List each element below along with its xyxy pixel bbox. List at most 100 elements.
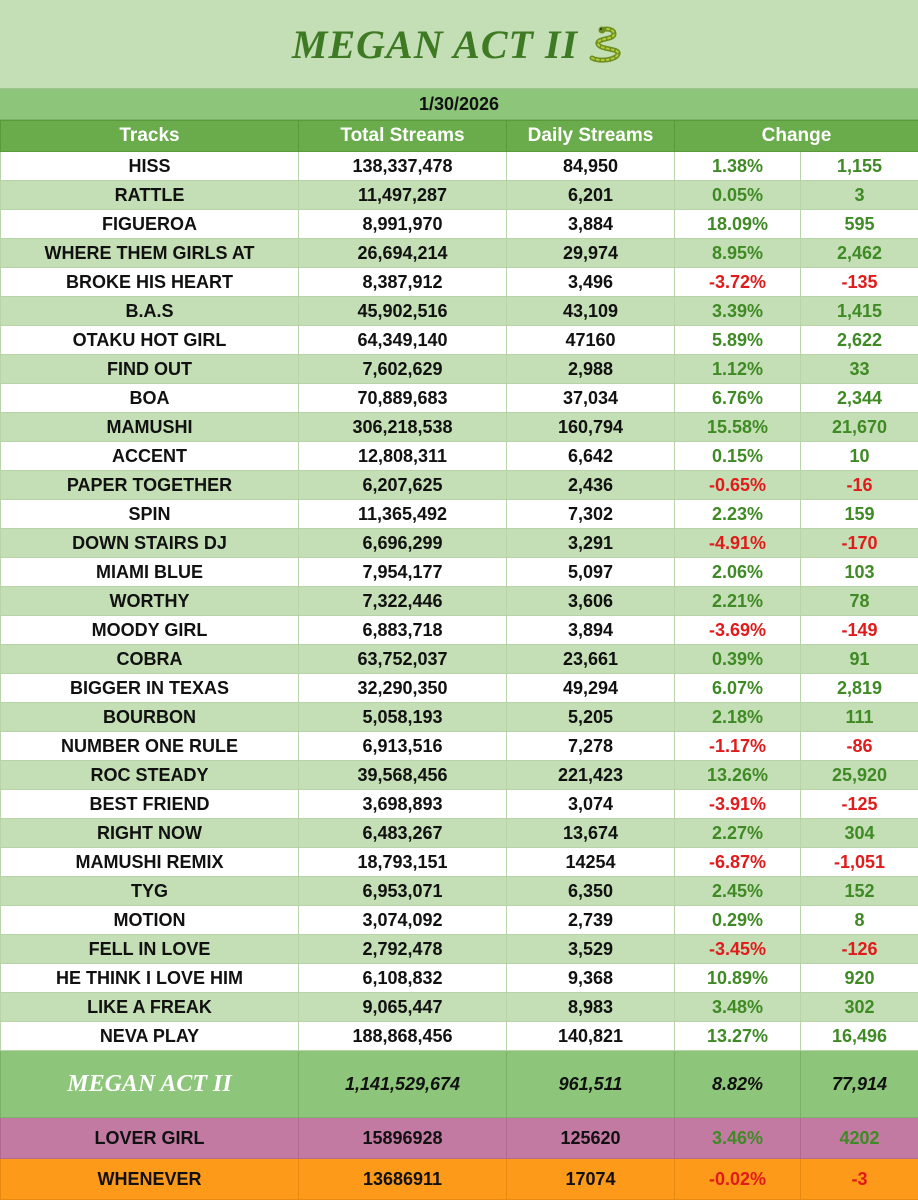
daily-streams: 23,661 (506, 644, 675, 674)
total-streams: 7,602,629 (298, 354, 507, 384)
abs-change: 4202 (800, 1117, 918, 1159)
track-name: TYG (0, 876, 299, 906)
abs-change: 302 (800, 992, 918, 1022)
daily-streams: 8,983 (506, 992, 675, 1022)
abs-change: 16,496 (800, 1021, 918, 1051)
total-streams: 26,694,214 (298, 238, 507, 268)
daily-streams: 6,201 (506, 180, 675, 210)
abs-change: -135 (800, 267, 918, 297)
abs-change: 21,670 (800, 412, 918, 442)
abs-change: 595 (800, 209, 918, 239)
pct-change: 6.76% (674, 383, 801, 413)
track-name: MIAMI BLUE (0, 557, 299, 587)
table-row: MOTION 3,074,092 2,739 0.29% 8 (0, 905, 918, 935)
pct-change: 2.45% (674, 876, 801, 906)
abs-change: 1,415 (800, 296, 918, 326)
abs-change: 152 (800, 876, 918, 906)
daily-streams: 5,205 (506, 702, 675, 732)
total-streams: 11,365,492 (298, 499, 507, 529)
pct-change: 13.26% (674, 760, 801, 790)
total-streams: 6,913,516 (298, 731, 507, 761)
table-row: WHERE THEM GIRLS AT 26,694,214 29,974 8.95%… (0, 238, 918, 268)
title-bar: MEGAN ACT II (0, 0, 918, 89)
table-row: BOURBON 5,058,193 5,205 2.18% 111 (0, 702, 918, 732)
table-row: FIGUEROA 8,991,970 3,884 18.09% 595 (0, 209, 918, 239)
header-change: Change (674, 120, 918, 152)
abs-change: 25,920 (800, 760, 918, 790)
total-streams: 39,568,456 (298, 760, 507, 790)
pct-change: -3.69% (674, 615, 801, 645)
track-name: PAPER TOGETHER (0, 470, 299, 500)
track-name: NUMBER ONE RULE (0, 731, 299, 761)
daily-streams: 160,794 (506, 412, 675, 442)
abs-change: -170 (800, 528, 918, 558)
total-streams: 3,074,092 (298, 905, 507, 935)
daily-streams: 37,034 (506, 383, 675, 413)
daily-streams: 17074 (506, 1158, 675, 1200)
pct-change: 3.46% (674, 1117, 801, 1159)
abs-change: 91 (800, 644, 918, 674)
abs-change: -125 (800, 789, 918, 819)
pct-change: 13.27% (674, 1021, 801, 1051)
date-banner: 1/30/2026 (0, 89, 918, 120)
pct-change: 0.29% (674, 905, 801, 935)
total-label: MEGAN ACT II (0, 1050, 299, 1118)
total-streams: 7,322,446 (298, 586, 507, 616)
daily-streams: 14254 (506, 847, 675, 877)
abs-change: 3 (800, 180, 918, 210)
track-name: FIGUEROA (0, 209, 299, 239)
total-pct: 8.82% (674, 1050, 801, 1118)
table-row: RIGHT NOW 6,483,267 13,674 2.27% 304 (0, 818, 918, 848)
abs-change: -149 (800, 615, 918, 645)
track-name: BOA (0, 383, 299, 413)
total-streams: 13686911 (298, 1158, 507, 1200)
total-streams: 3,698,893 (298, 789, 507, 819)
pct-change: -1.17% (674, 731, 801, 761)
daily-streams: 2,739 (506, 905, 675, 935)
total-streams: 5,058,193 (298, 702, 507, 732)
pct-change: 2.23% (674, 499, 801, 529)
table-row: DOWN STAIRS DJ 6,696,299 3,291 -4.91% -170 (0, 528, 918, 558)
total-streams: 6,953,071 (298, 876, 507, 906)
table-row: PAPER TOGETHER 6,207,625 2,436 -0.65% -16 (0, 470, 918, 500)
total-streams: 6,883,718 (298, 615, 507, 645)
table-row: OTAKU HOT GIRL 64,349,140 47160 5.89% 2,622 (0, 325, 918, 355)
daily-streams: 7,302 (506, 499, 675, 529)
table-row: WORTHY 7,322,446 3,606 2.21% 78 (0, 586, 918, 616)
daily-streams: 140,821 (506, 1021, 675, 1051)
pct-change: 0.39% (674, 644, 801, 674)
total-streams: 12,808,311 (298, 441, 507, 471)
track-name: RATTLE (0, 180, 299, 210)
daily-streams: 43,109 (506, 296, 675, 326)
table-row: BEST FRIEND 3,698,893 3,074 -3.91% -125 (0, 789, 918, 819)
header-row: Tracks Total Streams Daily Streams Chang… (0, 120, 918, 152)
streams-table: Tracks Total Streams Daily Streams Chang… (0, 120, 918, 1200)
abs-change: 10 (800, 441, 918, 471)
daily-streams: 2,988 (506, 354, 675, 384)
abs-change: 8 (800, 905, 918, 935)
track-name: MOTION (0, 905, 299, 935)
track-name: LOVER GIRL (0, 1117, 299, 1159)
daily-streams: 29,974 (506, 238, 675, 268)
total-streams: 1,141,529,674 (298, 1050, 507, 1118)
table-row: ACCENT 12,808,311 6,642 0.15% 10 (0, 441, 918, 471)
track-name: DOWN STAIRS DJ (0, 528, 299, 558)
total-streams: 7,954,177 (298, 557, 507, 587)
table-row: HISS 138,337,478 84,950 1.38% 1,155 (0, 151, 918, 181)
total-streams: 6,108,832 (298, 963, 507, 993)
table-row: BROKE HIS HEART 8,387,912 3,496 -3.72% -135 (0, 267, 918, 297)
abs-change: 2,344 (800, 383, 918, 413)
header-daily-streams: Daily Streams (506, 120, 675, 152)
pct-change: -4.91% (674, 528, 801, 558)
daily-streams: 3,884 (506, 209, 675, 239)
whenever-row: WHENEVER 13686911 17074 -0.02% -3 (0, 1158, 918, 1200)
pct-change: 5.89% (674, 325, 801, 355)
daily-streams: 3,894 (506, 615, 675, 645)
daily-streams: 84,950 (506, 151, 675, 181)
pct-change: 6.07% (674, 673, 801, 703)
track-name: FIND OUT (0, 354, 299, 384)
total-streams: 188,868,456 (298, 1021, 507, 1051)
daily-streams: 6,350 (506, 876, 675, 906)
table-row: SPIN 11,365,492 7,302 2.23% 159 (0, 499, 918, 529)
